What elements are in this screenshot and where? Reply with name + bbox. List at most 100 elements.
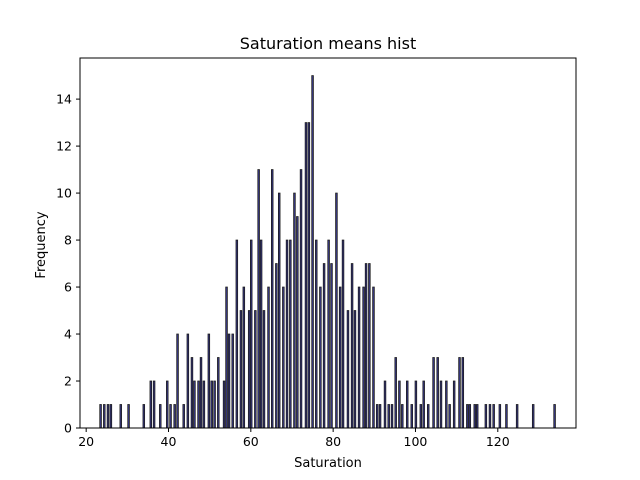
histogram-bar (372, 286, 375, 429)
histogram-bar (285, 239, 289, 429)
histogram-bar (531, 404, 535, 429)
histogram-bar (368, 263, 371, 429)
x-tick-label: 20 (78, 434, 94, 449)
histogram-bar (468, 404, 472, 429)
histogram-bar (275, 263, 278, 429)
histogram-bar (197, 380, 200, 429)
y-tick-label: 8 (64, 233, 72, 248)
histogram-bar (410, 404, 413, 429)
y-tick-label: 14 (56, 92, 72, 107)
histogram-bar (346, 310, 350, 429)
histogram-bar (149, 380, 153, 429)
histogram-bar (277, 192, 281, 429)
y-axis-label: Frequency (34, 211, 49, 278)
histogram-bar (109, 404, 113, 429)
histogram-bar (299, 169, 303, 429)
histogram-bar (202, 380, 206, 429)
histogram-bar (169, 404, 172, 429)
histogram-bar (419, 404, 423, 429)
histogram-bar (505, 404, 508, 429)
histogram-bar (375, 404, 379, 429)
histogram-bar (127, 404, 130, 429)
y-axis-ticks: 0 2 4 6 8 10 12 14 (56, 92, 80, 436)
x-tick-label: 80 (325, 434, 341, 449)
histogram-bar (254, 310, 257, 429)
histogram-bar (319, 286, 322, 429)
histogram-bar (350, 263, 354, 429)
histogram-bar (473, 404, 476, 429)
histogram-bar (207, 333, 211, 429)
histogram-bar (383, 380, 387, 429)
histogram-bar (282, 286, 285, 429)
histogram-bar (289, 239, 292, 429)
histogram-bar (553, 404, 556, 429)
histogram-bar (439, 380, 443, 429)
histogram-bar (262, 310, 266, 429)
histogram-bar (119, 404, 122, 429)
x-tick-label: 40 (161, 434, 177, 449)
histogram-bar (103, 404, 106, 429)
histogram-bar (307, 122, 311, 429)
histogram-bar (293, 192, 296, 429)
histogram-bar (515, 404, 519, 429)
histogram-bar (235, 239, 239, 429)
histogram-bar (322, 263, 326, 429)
histogram-bar (475, 404, 479, 429)
histogram-bar (445, 380, 448, 429)
histogram-bar (364, 263, 368, 429)
histogram-bar (190, 357, 194, 429)
histogram-bar (267, 286, 270, 429)
histogram-bar (390, 404, 394, 429)
x-axis-ticks: 20 40 60 80 100 120 (78, 428, 510, 449)
histogram-bar (106, 404, 110, 429)
histogram-bar (186, 333, 190, 429)
histogram-bar (166, 380, 169, 429)
chart-title: Saturation means hist (240, 34, 416, 53)
histogram-bar (239, 310, 243, 429)
histogram-bar (335, 192, 338, 429)
histogram-bar (304, 122, 308, 429)
histogram-bar (173, 404, 176, 429)
histogram-bar (498, 404, 502, 429)
histogram-bar (387, 404, 390, 429)
histogram-bar (193, 380, 196, 429)
y-tick-label: 10 (56, 186, 72, 201)
histogram-bar (357, 286, 361, 429)
histogram-bar (259, 239, 263, 429)
histogram-bar (231, 333, 234, 429)
y-tick-label: 2 (64, 374, 72, 389)
histogram-bar (401, 404, 404, 429)
bars-group (99, 75, 556, 429)
histogram-bar (271, 169, 274, 429)
y-tick-label: 12 (56, 139, 72, 154)
histogram-bar (484, 404, 488, 429)
histogram-bar (142, 404, 146, 429)
y-tick-label: 6 (64, 280, 72, 295)
histogram-bar (458, 357, 461, 429)
histogram-bar (257, 169, 260, 429)
histogram-bar (448, 404, 451, 429)
histogram-bar (99, 404, 102, 429)
histogram-bar (213, 380, 216, 429)
histogram-bar (432, 357, 435, 429)
histogram-bar (436, 357, 439, 429)
histogram-bar (378, 404, 382, 429)
histogram-bar (210, 380, 213, 429)
histogram-bar (427, 404, 430, 429)
histogram-bar (327, 239, 330, 429)
plot-frame (79, 57, 577, 429)
y-tick-label: 0 (64, 421, 72, 436)
histogram-bar (461, 357, 465, 429)
histogram-bar (152, 380, 156, 429)
histogram-bar (311, 75, 314, 429)
histogram-bar (227, 333, 231, 429)
x-axis-label: Saturation (294, 456, 362, 471)
histogram-bar (488, 404, 492, 429)
histogram-bar (466, 404, 469, 429)
x-tick-label: 60 (243, 434, 259, 449)
histogram-bar (353, 310, 357, 429)
histogram-bar (422, 380, 425, 429)
histogram-bar (222, 380, 226, 429)
histogram-bar (159, 404, 162, 429)
x-tick-label: 100 (404, 434, 428, 449)
